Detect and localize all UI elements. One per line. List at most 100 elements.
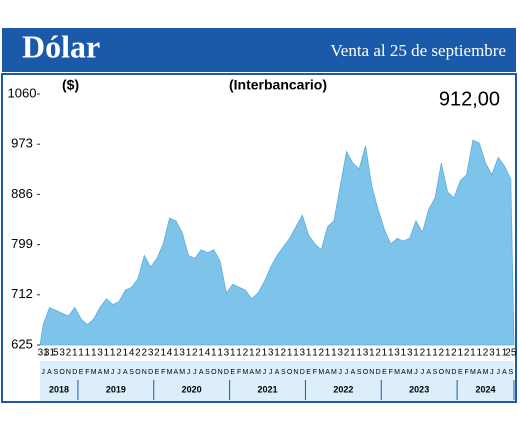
day-label: 2 bbox=[483, 348, 489, 359]
last-value: 912,00 bbox=[439, 88, 500, 110]
x-tick-label: M bbox=[331, 369, 337, 376]
day-label: 4 bbox=[205, 348, 211, 359]
x-tick-label: S bbox=[281, 369, 286, 376]
x-tick-label: E bbox=[382, 369, 387, 376]
x-tick-label: M bbox=[407, 369, 413, 376]
x-tick-label: J bbox=[263, 369, 267, 376]
x-tick-label: M bbox=[394, 369, 400, 376]
day-label: 1 bbox=[382, 348, 388, 359]
day-label: 2 bbox=[66, 348, 72, 359]
day-label: 3 bbox=[224, 348, 230, 359]
year-label: 2020 bbox=[182, 384, 202, 394]
x-tick-label: O bbox=[59, 369, 65, 376]
annotation: (Interbancario) bbox=[229, 77, 327, 93]
x-tick-label: O bbox=[287, 369, 293, 376]
day-label: 1 bbox=[495, 348, 501, 359]
day-label: 2 bbox=[243, 348, 249, 359]
y-tick-label: 973 bbox=[11, 136, 33, 151]
x-tick-label: N bbox=[369, 369, 374, 376]
day-label: 1 bbox=[476, 348, 482, 359]
day-label: 2 bbox=[116, 348, 122, 359]
x-tick-label: S bbox=[509, 369, 514, 376]
day-label: 1 bbox=[306, 348, 312, 359]
x-tick-label: J bbox=[496, 369, 500, 376]
day-label: 1 bbox=[287, 348, 293, 359]
x-tick-label: A bbox=[98, 369, 103, 376]
x-axis-band bbox=[40, 361, 514, 401]
day-label: 1 bbox=[426, 348, 432, 359]
day-label: 3 bbox=[407, 348, 413, 359]
x-tick-label: J bbox=[117, 369, 121, 376]
day-label: 1 bbox=[104, 348, 110, 359]
day-label: 1 bbox=[230, 348, 236, 359]
day-label: 3 bbox=[97, 348, 103, 359]
day-label: 3 bbox=[148, 348, 154, 359]
x-tick-label: A bbox=[502, 369, 507, 376]
day-label: 2 bbox=[141, 348, 147, 359]
x-tick-label: M bbox=[318, 369, 324, 376]
x-tick-label: M bbox=[255, 369, 261, 376]
day-label: 5 bbox=[53, 348, 59, 359]
day-label: 1 bbox=[274, 348, 280, 359]
day-label: 1 bbox=[457, 348, 463, 359]
x-tick-label: M bbox=[103, 369, 109, 376]
x-tick-label: A bbox=[123, 369, 128, 376]
x-tick-label: A bbox=[275, 369, 280, 376]
day-label: 2 bbox=[318, 348, 324, 359]
chart-title: Dólar bbox=[22, 28, 100, 64]
day-label: 3 bbox=[337, 348, 343, 359]
day-label: 2 bbox=[464, 348, 470, 359]
day-label: 2 bbox=[451, 348, 457, 359]
day-label: 1 bbox=[186, 348, 192, 359]
x-tick-label: D bbox=[224, 369, 229, 376]
day-label: 1 bbox=[78, 348, 84, 359]
x-tick-label: J bbox=[414, 369, 418, 376]
x-tick-label: D bbox=[376, 369, 381, 376]
x-tick-label: S bbox=[357, 369, 362, 376]
x-tick-label: F bbox=[85, 369, 89, 376]
x-tick-label: J bbox=[269, 369, 273, 376]
day-label: 2 bbox=[135, 348, 141, 359]
day-label: 1 bbox=[356, 348, 362, 359]
x-tick-label: J bbox=[111, 369, 115, 376]
year-label: 2023 bbox=[409, 384, 429, 394]
day-label: 1 bbox=[388, 348, 394, 359]
day-label: 1 bbox=[502, 348, 508, 359]
y-tick-label: 625 bbox=[11, 336, 33, 351]
x-tick-label: A bbox=[249, 369, 254, 376]
day-label: 2 bbox=[154, 348, 160, 359]
x-tick-label: N bbox=[218, 369, 223, 376]
x-tick-label: F bbox=[389, 369, 393, 376]
day-label: 1 bbox=[123, 348, 129, 359]
x-tick-label: F bbox=[464, 369, 468, 376]
day-label: 1 bbox=[160, 348, 166, 359]
x-tick-label: J bbox=[187, 369, 191, 376]
day-label: 1 bbox=[217, 348, 223, 359]
x-tick-label: D bbox=[148, 369, 153, 376]
day-label: 1 bbox=[413, 348, 419, 359]
day-label: 1 bbox=[369, 348, 375, 359]
day-label: 1 bbox=[293, 348, 299, 359]
day-label: 2 bbox=[420, 348, 426, 359]
year-label: 2022 bbox=[333, 384, 353, 394]
x-tick-label: M bbox=[91, 369, 97, 376]
day-label: 3 bbox=[299, 348, 305, 359]
x-tick-label: O bbox=[211, 369, 217, 376]
day-label: 2 bbox=[281, 348, 287, 359]
year-label: 2018 bbox=[49, 384, 69, 394]
day-label: 2 bbox=[375, 348, 381, 359]
year-label: 2019 bbox=[106, 384, 126, 394]
y-tick-label: 712 bbox=[11, 286, 33, 301]
x-tick-label: J bbox=[41, 369, 45, 376]
x-tick-label: J bbox=[193, 369, 197, 376]
day-label: 1 bbox=[72, 348, 78, 359]
chart-subtitle: Venta al 25 de septiembre bbox=[330, 41, 506, 60]
year-label: 2024 bbox=[476, 384, 496, 394]
x-tick-label: S bbox=[433, 369, 438, 376]
day-label: 3 bbox=[179, 348, 185, 359]
x-tick-label: O bbox=[363, 369, 369, 376]
day-label: 1 bbox=[325, 348, 331, 359]
x-tick-label: E bbox=[155, 369, 160, 376]
day-label: 2 bbox=[344, 348, 350, 359]
